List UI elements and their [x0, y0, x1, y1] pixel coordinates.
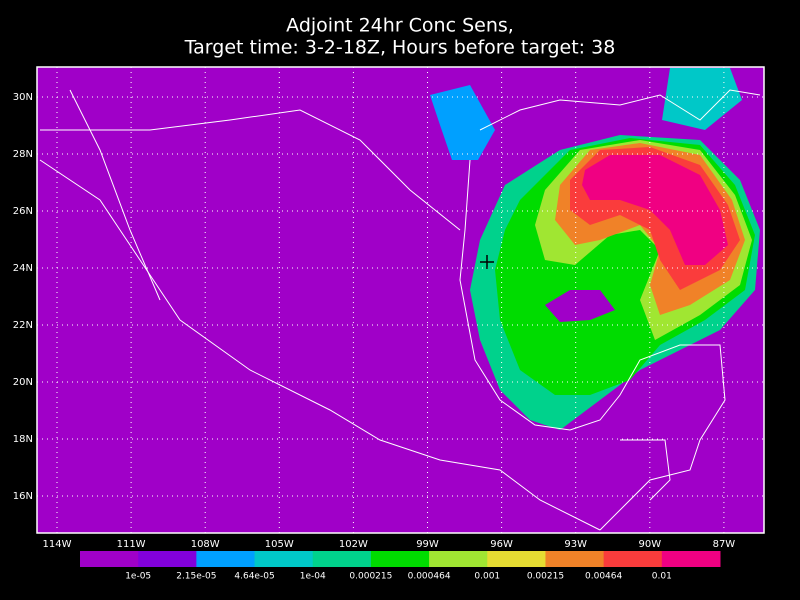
contour-fill — [582, 155, 728, 265]
graticule — [37, 67, 764, 533]
colorbar-label: 2.15e-05 — [176, 572, 216, 582]
colorbar-label: 0.001 — [474, 572, 500, 582]
colorbar-label: 0.000464 — [408, 572, 451, 582]
lon-label: 90W — [638, 539, 661, 550]
colorbar-swatch — [138, 551, 197, 567]
colorbar-label: 1e-05 — [125, 572, 151, 582]
lon-label: 111W — [117, 539, 146, 550]
target-marker — [480, 255, 494, 269]
colorbar-swatch — [196, 551, 256, 567]
lon-label: 96W — [490, 539, 513, 550]
lat-label: 30N — [13, 92, 33, 103]
colorbar-swatch — [312, 551, 372, 567]
lat-label: 28N — [13, 149, 33, 160]
title-line: Target time: 3-2-18Z, Hours before targe… — [184, 37, 616, 59]
colorbar-swatch — [254, 551, 314, 567]
coastlines — [39, 89, 761, 531]
lon-label: 99W — [416, 539, 439, 550]
lon-label: 114W — [43, 539, 72, 550]
lat-label: 24N — [13, 263, 33, 274]
coastline — [459, 159, 726, 531]
colorbar-label: 4.64e-05 — [234, 572, 274, 582]
colorbar-swatch — [603, 551, 663, 567]
contour-fill — [430, 85, 495, 160]
lat-label: 26N — [13, 206, 33, 217]
colorbar-label: 1e-04 — [300, 572, 326, 582]
border — [620, 439, 671, 501]
colorbar-label: 0.01 — [652, 572, 672, 582]
colorbar-label: 0.00464 — [585, 572, 622, 582]
colorbar-swatch — [545, 551, 605, 567]
lon-label: 93W — [564, 539, 587, 550]
lat-label: 16N — [13, 491, 33, 502]
lon-label: 108W — [191, 539, 220, 550]
border — [40, 109, 461, 231]
coastline — [39, 159, 601, 531]
lon-label: 87W — [713, 539, 736, 550]
title-line: Adjoint 24hr Conc Sens, — [286, 15, 514, 37]
contour-field — [37, 67, 764, 533]
colorbar-swatch — [370, 551, 430, 567]
lon-label: 105W — [265, 539, 294, 550]
lon-label: 102W — [339, 539, 368, 550]
colorbar-swatch — [661, 551, 721, 567]
colorbar-label: 0.000215 — [349, 572, 392, 582]
colorbar-swatch — [487, 551, 546, 567]
lat-label: 18N — [13, 434, 33, 445]
lat-label: 20N — [13, 377, 33, 388]
colorbar-swatch — [80, 551, 139, 567]
plot-frame — [36, 66, 765, 534]
colorbar-swatch — [429, 551, 488, 567]
colorbar-label: 0.00215 — [527, 572, 564, 582]
lat-label: 22N — [13, 320, 33, 331]
coastline — [69, 89, 161, 301]
contour-fill — [662, 68, 742, 130]
contour-fill — [545, 290, 615, 322]
coastline — [479, 89, 761, 131]
